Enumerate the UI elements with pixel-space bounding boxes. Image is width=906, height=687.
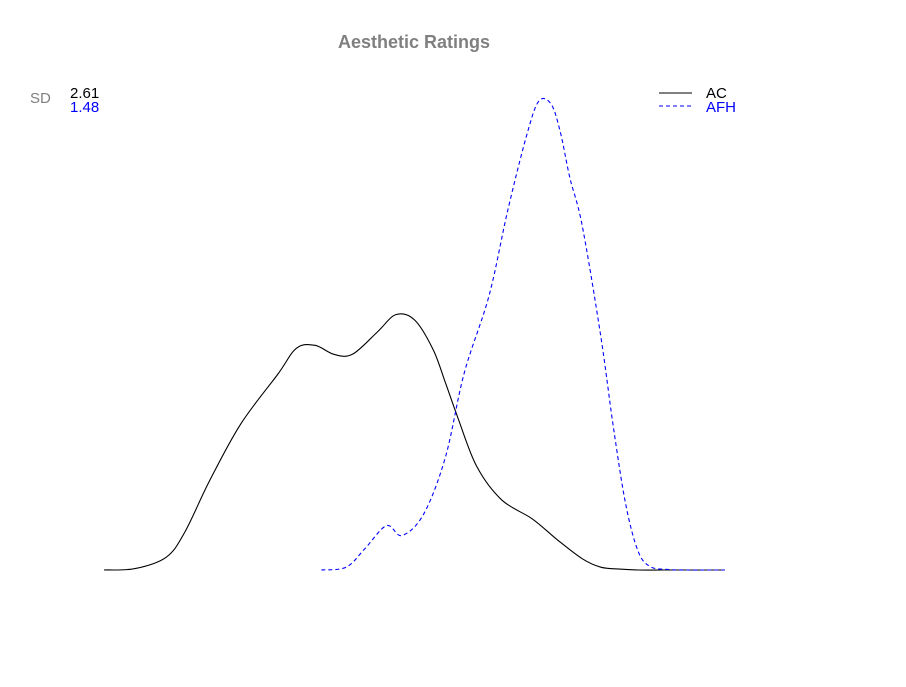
sd-value-afh: 1.48 [70,99,99,116]
series-line-afh [321,97,725,571]
chart-title: Aesthetic Ratings [338,32,490,52]
sd-value-ac: 2.61 [70,85,99,102]
legend-label-ac: AC [706,85,727,102]
sd-label: SD [30,90,51,107]
legend: AC AFH [659,85,736,116]
legend-label-afh: AFH [706,99,736,116]
series-line-ac [103,313,725,571]
